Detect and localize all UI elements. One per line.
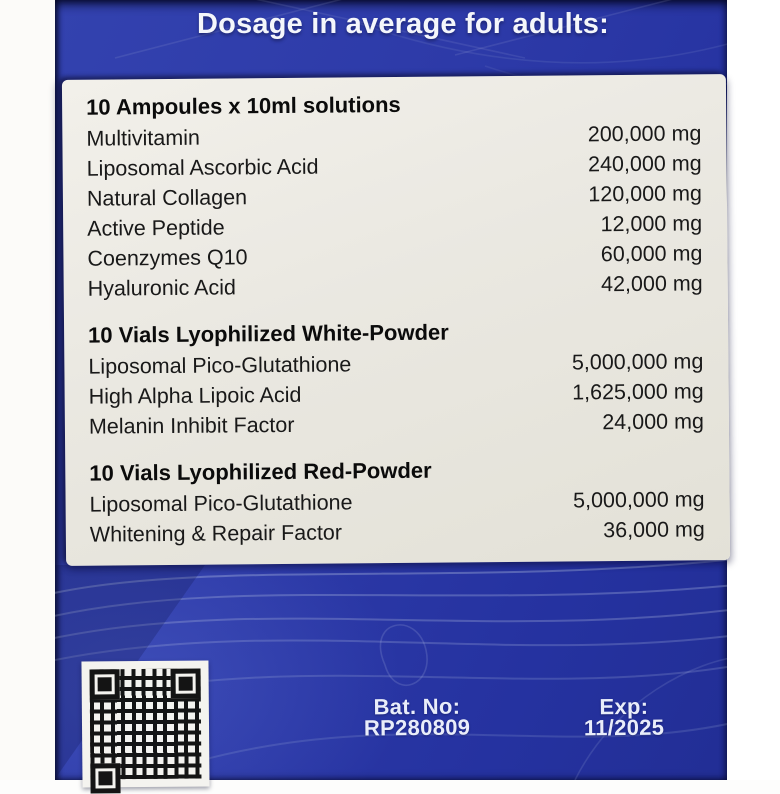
section-header: 10 Vials Lyophilized White-Powder: [88, 319, 449, 348]
ingredient-name: Liposomal Ascorbic Acid: [86, 154, 319, 181]
ingredient-name: Liposomal Pico-Glutathione: [88, 352, 352, 379]
ingredient-dose: 5,000,000 mg: [572, 487, 705, 513]
ingredient-name: High Alpha Lipoic Acid: [88, 382, 302, 409]
section-header: 10 Vials Lyophilized Red-Powder: [89, 457, 432, 486]
section-white-powder: 10 Vials Lyophilized White-Powder Liposo…: [88, 314, 704, 441]
photo-margin-right: [727, 0, 780, 780]
ingredient-dose: 5,000,000 mg: [571, 349, 704, 375]
ingredient-name: Natural Collagen: [86, 185, 248, 211]
ingredient-name: Active Peptide: [87, 215, 225, 241]
product-box-face: Dosage in average for adults: 10 Ampoule…: [55, 0, 731, 794]
ingredient-name: Melanin Inhibit Factor: [88, 412, 295, 439]
ingredient-dose: 200,000 mg: [587, 121, 702, 147]
batch-value: RP280809: [363, 714, 471, 741]
batch-info: Bat. No: RP280809: [327, 694, 507, 741]
ingredient-dose: 42,000 mg: [600, 271, 703, 297]
ingredient-dose: 24,000 mg: [602, 409, 705, 435]
ingredient-name: Hyaluronic Acid: [87, 275, 237, 301]
section-ampoules: 10 Ampoules x 10ml solutions Multivitami…: [86, 86, 703, 303]
ingredient-name: Multivitamin: [86, 125, 201, 151]
ingredient-name: Liposomal Pico-Glutathione: [89, 490, 353, 517]
ingredient-row: Hyaluronic Acid 42,000 mg: [88, 268, 703, 303]
qr-finder-bottom-left: [90, 763, 121, 794]
ingredient-row: Whitening & Repair Factor 36,000 mg: [90, 514, 705, 549]
qr-code: [81, 660, 210, 794]
dosage-title: Dosage in average for adults:: [197, 8, 609, 40]
photo-margin-left: [0, 0, 55, 780]
expiry-info: Exp: 11/2025: [549, 694, 699, 741]
ingredient-dose: 36,000 mg: [603, 517, 705, 543]
dosage-panel: 10 Ampoules x 10ml solutions Multivitami…: [61, 74, 731, 566]
section-red-powder: 10 Vials Lyophilized Red-Powder Liposoma…: [89, 452, 705, 549]
expiry-value: 11/2025: [583, 714, 665, 741]
section-header: 10 Ampoules x 10ml solutions: [86, 91, 401, 120]
ingredient-name: Whitening & Repair Factor: [89, 520, 343, 547]
ingredient-row: Melanin Inhibit Factor 24,000 mg: [89, 406, 704, 441]
ingredient-dose: 120,000 mg: [588, 181, 703, 207]
ingredient-dose: 1,625,000 mg: [572, 379, 704, 405]
qr-finder-top-right: [170, 668, 201, 699]
qr-finder-top-left: [89, 669, 120, 700]
ingredient-dose: 12,000 mg: [600, 211, 703, 237]
ingredient-name: Coenzymes Q10: [87, 245, 248, 271]
ingredient-dose: 60,000 mg: [600, 241, 703, 267]
ingredient-dose: 240,000 mg: [587, 151, 702, 177]
